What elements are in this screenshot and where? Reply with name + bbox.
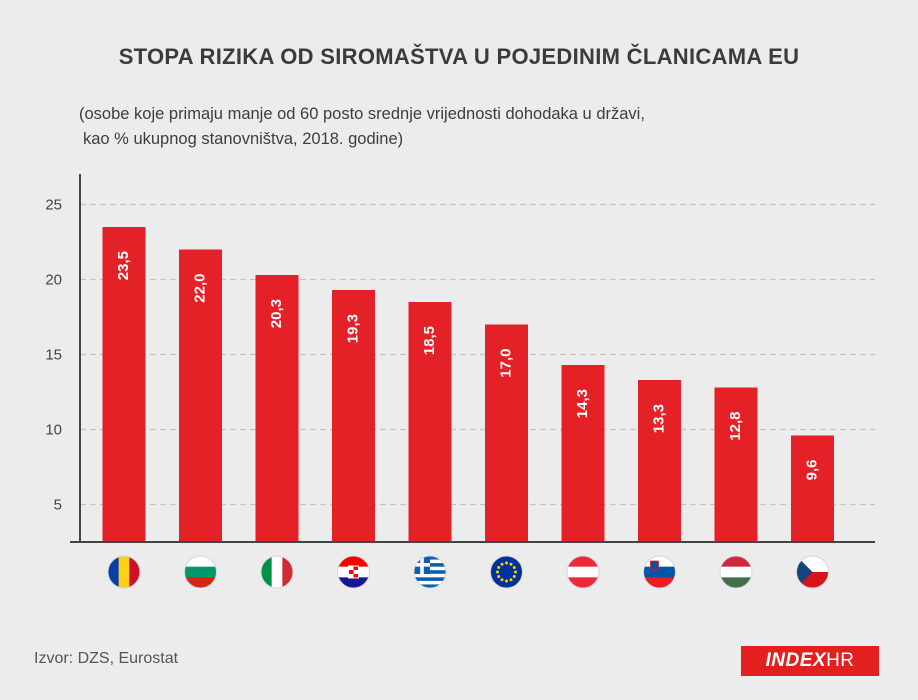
bar [408,302,452,542]
flag-bulgaria-icon [184,555,217,589]
bar-value-label: 12,8 [727,412,744,441]
logo-suffix-text: HR [826,650,855,671]
y-tick-label: 25 [45,197,62,214]
bar [638,380,681,542]
index-hr-logo: INDEX HR [741,646,879,676]
flag-austria-icon [566,555,600,589]
y-tick-label: 5 [54,497,62,514]
bar-value-label: 20,3 [268,299,285,328]
bar [179,249,222,542]
flag-eu-icon [490,555,523,589]
y-tick-label: 10 [45,422,62,439]
bar-value-label: 9,6 [803,460,820,481]
bar [791,435,834,542]
flag-hungary-icon [719,555,753,589]
bar-value-label: 13,3 [650,404,667,433]
bar-value-label: 17,0 [497,349,514,378]
bar [714,387,758,542]
bar-value-label: 18,5 [421,326,438,355]
chart-subtitle: (osobe koje primaju manje od 60 posto sr… [79,102,839,152]
flag-romania-icon [107,555,141,589]
bar [332,290,375,542]
bar [102,227,146,542]
flag-croatia-icon [337,555,370,589]
chart-title: STOPA RIZIKA OD SIROMAŠTVA U POJEDINIM Č… [118,44,800,69]
bar [255,275,299,542]
flag-greece-icon [413,555,447,589]
subtitle-line-2: kao % ukupnog stanovništva, 2018. godine… [83,130,404,148]
flag-czech-icon [796,555,829,589]
bar-value-label: 19,3 [344,314,361,343]
bar [561,365,605,542]
bar-value-label: 14,3 [574,389,591,418]
y-tick-label: 15 [45,347,62,364]
flag-slovenia-icon [643,555,676,589]
bar-value-label: 22,0 [191,274,208,303]
subtitle-line-1: (osobe koje primaju manje od 60 posto sr… [79,105,645,123]
source-note: Izvor: DZS, Eurostat [34,650,179,667]
y-tick-label: 20 [45,272,62,289]
bar [485,324,528,542]
bar-value-label: 23,5 [115,251,132,280]
logo-main-text: INDEX [765,650,827,671]
flag-italy-icon [260,555,294,589]
